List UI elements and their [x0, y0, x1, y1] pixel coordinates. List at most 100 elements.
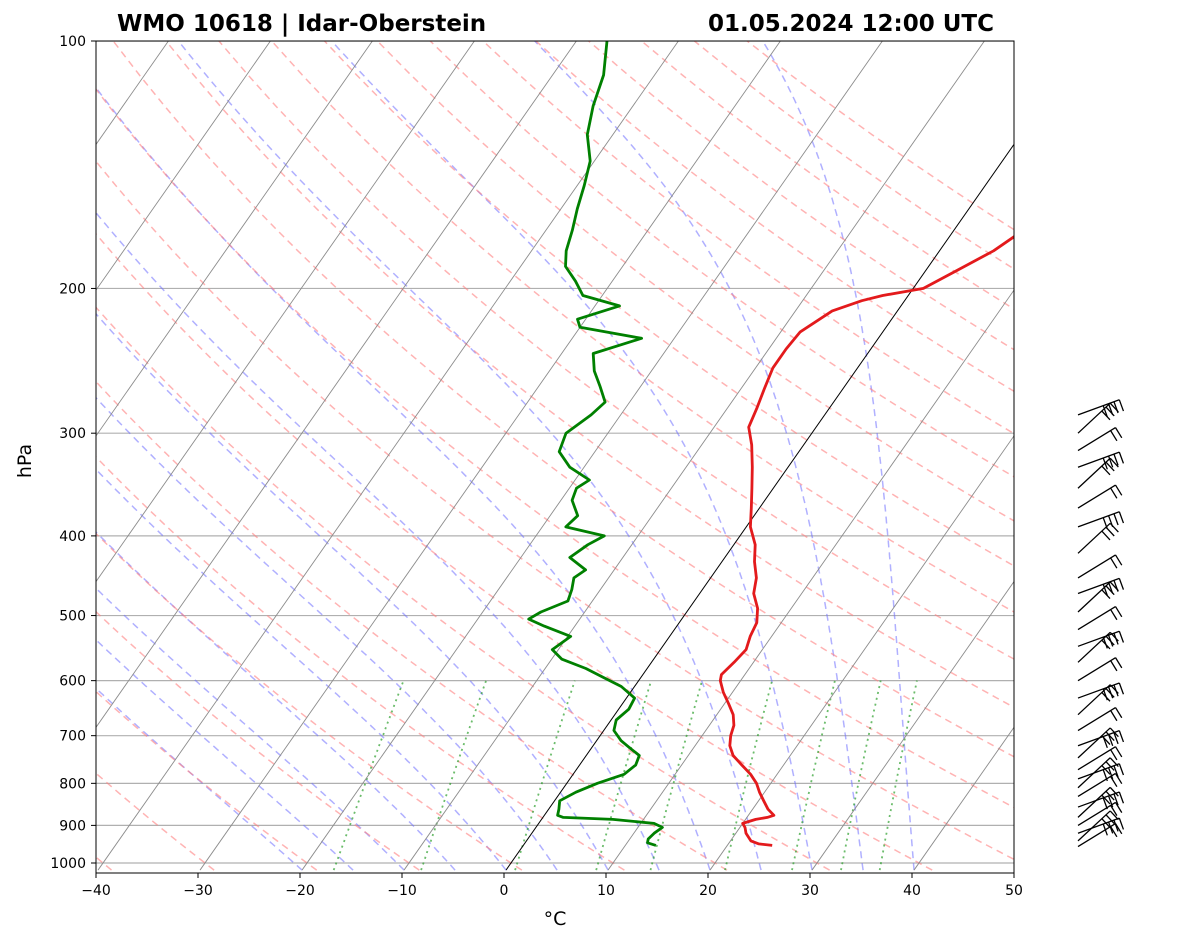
isotherm-line: [709, 435, 1014, 871]
isotherm-line: [301, 41, 883, 871]
moist-adiabat: [96, 531, 456, 871]
y-tick-label: 100: [59, 34, 86, 50]
moist-adiabat: [96, 86, 711, 871]
moist-adiabat: [96, 396, 558, 871]
y-tick-label: 900: [59, 818, 86, 834]
y-tick-label: 200: [59, 281, 86, 297]
wind-barb: [1077, 399, 1125, 418]
zero-isotherm-line: [505, 143, 1014, 871]
wind-barb: [1077, 772, 1123, 798]
mixing-ratio-line: [595, 680, 652, 871]
mixing-ratio-line: [878, 680, 918, 871]
isotherm-line: [607, 289, 1014, 871]
wind-barb: [1077, 801, 1123, 826]
isotherm-line: [96, 41, 577, 729]
mixing-ratio-line: [724, 680, 773, 871]
x-tick-label: 50: [1005, 883, 1023, 899]
isotherm-line: [96, 41, 373, 437]
wind-barb: [1077, 522, 1119, 554]
temperature-profile: [718, 235, 1014, 847]
isotherm-line: [96, 41, 475, 583]
moist-adiabat: [96, 587, 405, 871]
dry-adiabat: [96, 690, 318, 871]
mixing-ratio-line: [791, 680, 836, 871]
x-tick-label: −20: [285, 883, 315, 899]
wind-barb: [1077, 554, 1123, 579]
x-tick-label: 40: [903, 883, 921, 899]
y-tick-label: 300: [59, 426, 86, 442]
wind-barb: [1077, 757, 1119, 789]
moist-adiabats: [96, 41, 915, 871]
isotherm-line: [97, 41, 679, 871]
dry-adiabat: [96, 232, 933, 871]
dry-adiabat: [482, 41, 1014, 435]
moist-adiabat: [96, 312, 609, 871]
isotherm-line: [403, 41, 985, 871]
wind-barb: [1077, 577, 1125, 596]
wind-barb: [1077, 706, 1123, 732]
wind-barb: [1077, 746, 1123, 771]
moist-adiabat: [177, 41, 762, 871]
y-axis-ticks: 100 200 300 400 500 600 700 800 900 1000: [50, 34, 96, 872]
y-tick-label: 800: [59, 776, 86, 792]
sounding-profiles: [527, 41, 1014, 847]
dewpoint-profile: [527, 41, 664, 847]
x-tick-label: −30: [183, 883, 213, 899]
isotherms: [96, 41, 1181, 871]
x-axis-label: °C: [544, 908, 567, 930]
y-tick-label: 600: [59, 674, 86, 690]
x-tick-label: −40: [81, 883, 111, 899]
mixing-ratio-line: [514, 680, 576, 871]
dry-adiabat: [165, 41, 1014, 709]
wind-barb: [1077, 451, 1125, 470]
wind-barb: [1077, 631, 1119, 663]
x-tick-label: 10: [597, 883, 615, 899]
dry-adiabat: [112, 41, 1014, 758]
moist-adiabat: [96, 687, 303, 871]
mixing-ratio-lines: [332, 680, 918, 871]
x-tick-label: 20: [699, 883, 717, 899]
dry-adiabat: [96, 380, 728, 871]
dry-adiabat: [96, 532, 523, 871]
chart-title-station: WMO 10618 | Idar-Oberstein: [117, 11, 486, 37]
dry-adiabat: [535, 41, 1014, 393]
dry-adiabat: [376, 41, 1014, 522]
wind-barb: [1077, 682, 1125, 701]
wind-barbs: [1077, 399, 1125, 848]
wind-barb: [1077, 763, 1125, 782]
wind-barb: [1077, 657, 1123, 682]
y-tick-label: 500: [59, 609, 86, 625]
wind-barb: [1077, 484, 1123, 509]
wind-barb: [1077, 730, 1125, 749]
moist-adiabat: [534, 41, 864, 871]
wind-barb: [1077, 511, 1125, 530]
plot-background: [96, 41, 1014, 873]
isotherm-line: [811, 580, 1014, 871]
dry-adiabat: [271, 41, 1014, 613]
y-axis-label: hPa: [14, 444, 36, 478]
x-tick-label: 0: [500, 883, 509, 899]
mixing-ratio-line: [649, 680, 703, 871]
x-tick-label: −10: [387, 883, 417, 899]
y-tick-label: 700: [59, 729, 86, 745]
moist-adiabat: [96, 468, 507, 871]
dry-adiabat: [96, 160, 1014, 861]
isotherm-line: [913, 726, 1014, 871]
chart-title-datetime: 01.05.2024 12:00 UTC: [708, 11, 994, 37]
wind-barb: [1077, 427, 1123, 452]
x-axis-ticks: −40 −30 −20 −10 0 10 20 30 40 50: [81, 873, 1023, 899]
wind-barb: [1077, 817, 1125, 836]
dry-adiabat: [96, 610, 420, 871]
y-tick-label: 400: [59, 529, 86, 545]
x-tick-label: 30: [801, 883, 819, 899]
wind-barb: [1077, 630, 1125, 649]
isotherm-line: [1016, 41, 1181, 870]
moist-adiabat: [96, 638, 354, 871]
isotherm-line: [96, 41, 271, 291]
plot-frame: [95, 40, 1015, 874]
isotherm-line: [199, 41, 781, 871]
zero-degree-isotherm: [505, 143, 1014, 871]
dry-adiabat: [218, 41, 1014, 660]
dry-adiabat: [96, 306, 830, 871]
mixing-ratio-line: [840, 680, 882, 871]
